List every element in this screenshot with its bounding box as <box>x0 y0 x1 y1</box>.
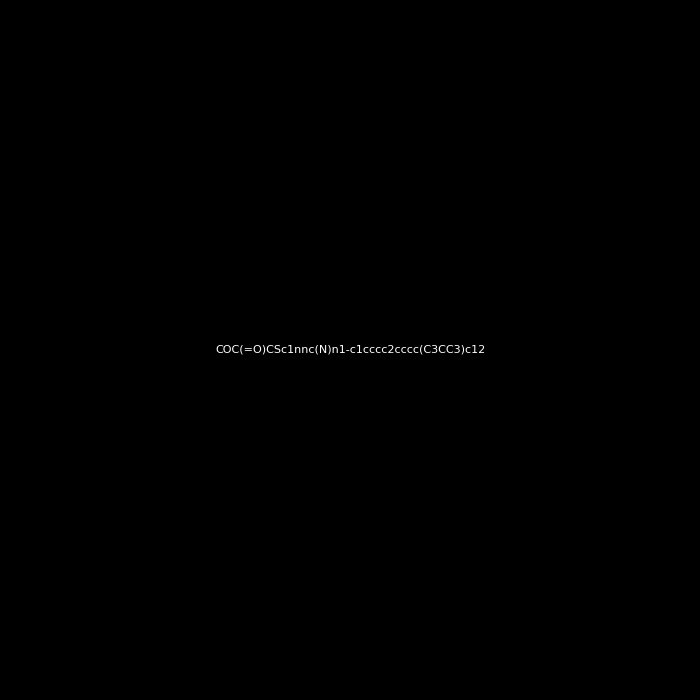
Text: COC(=O)CSc1nnc(N)n1-c1cccc2cccc(C3CC3)c12: COC(=O)CSc1nnc(N)n1-c1cccc2cccc(C3CC3)c1… <box>215 345 485 355</box>
